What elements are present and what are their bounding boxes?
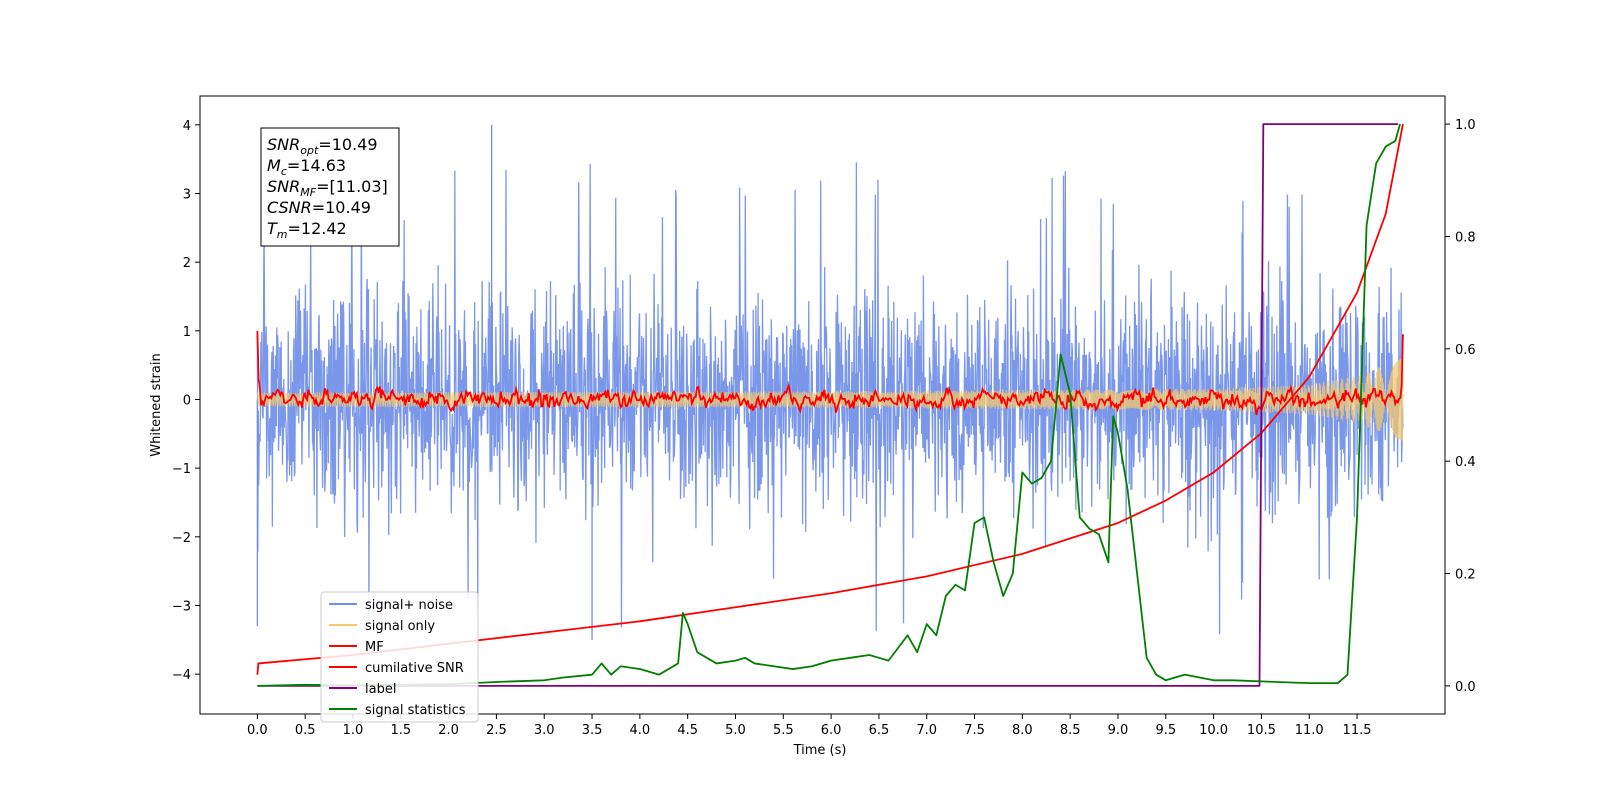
legend-label-signal-noise: signal+ noise (365, 598, 453, 613)
legend-label-label: label (365, 682, 396, 697)
x-tick-label: 8.0 (1012, 723, 1033, 738)
y2-tick-label: 0.0 (1455, 680, 1476, 695)
x-tick-label: 6.5 (869, 723, 890, 738)
x-tick-label: 5.0 (725, 723, 746, 738)
legend: signal+ noise signal only MF cumilative … (320, 591, 479, 723)
x-tick-label: 3.5 (582, 723, 603, 738)
legend-label-cumulative-snr: cumilative SNR (365, 661, 464, 676)
x-tick-label: 10.5 (1247, 723, 1276, 738)
legend-label-signal-statistics: signal statistics (365, 703, 466, 718)
series-signal-statistics (257, 123, 1401, 687)
stats-box: SNRopt=10.49 Mc=14.63 SNRMF=[11.03] CSNR… (260, 127, 400, 247)
x-tick-label: 0.5 (295, 723, 316, 738)
legend-frame (320, 591, 479, 723)
y-tick-label: 4 (183, 119, 191, 134)
y-tick-label: −4 (172, 668, 191, 683)
y2-tick-label: 0.6 (1455, 343, 1476, 358)
x-tick-label: 4.5 (677, 723, 698, 738)
x-tick-label: 1.0 (343, 723, 364, 738)
y-axis-left: −4 −3 −2 −1 0 1 2 3 4 (172, 119, 200, 683)
y-tick-label: 3 (183, 188, 191, 203)
x-tick-label: 9.0 (1108, 723, 1129, 738)
axes-frame (199, 95, 1446, 715)
x-tick-label: 7.5 (964, 723, 985, 738)
y-tick-label: −3 (172, 600, 191, 615)
x-tick-label: 11.5 (1343, 723, 1372, 738)
x-tick-label: 4.0 (630, 723, 651, 738)
y2-tick-label: 0.8 (1455, 230, 1476, 245)
stat-snr-opt: SNRopt=10.49 (267, 135, 378, 157)
y-tick-label: 0 (183, 394, 191, 409)
x-tick-label: 11.0 (1295, 723, 1324, 738)
x-tick-label: 10.0 (1199, 723, 1228, 738)
y-tick-label: 2 (183, 256, 191, 271)
x-tick-label: 7.0 (916, 723, 937, 738)
series-mf (256, 330, 1404, 416)
legend-label-signal-only: signal only (365, 619, 435, 634)
stat-tm: Tm=12.42 (267, 219, 347, 241)
x-tick-label: 5.5 (773, 723, 794, 738)
y-axis-right: 0.0 0.2 0.4 0.6 0.8 1.0 (1445, 118, 1476, 695)
x-tick-label: 3.0 (534, 723, 555, 738)
y-tick-label: 1 (183, 325, 191, 340)
legend-label-mf: MF (365, 640, 384, 655)
y2-tick-label: 0.2 (1455, 568, 1476, 583)
y2-tick-label: 0.4 (1455, 455, 1476, 470)
x-axis-title: Time (s) (793, 743, 847, 758)
x-tick-label: 1.5 (390, 723, 411, 738)
y2-tick-label: 1.0 (1455, 118, 1476, 133)
x-tick-label: 6.0 (821, 723, 842, 738)
x-tick-label: 0.0 (247, 723, 268, 738)
x-tick-label: 2.5 (486, 723, 507, 738)
stats-box-frame (260, 127, 400, 247)
y-axis-title: Whitened strain (149, 353, 164, 456)
series-label (257, 123, 1399, 687)
y-tick-label: −2 (172, 531, 191, 546)
x-tick-label: 2.0 (438, 723, 459, 738)
x-tick-label: 9.5 (1155, 723, 1176, 738)
stat-snr-mf: SNRMF=[11.03] (267, 177, 388, 199)
stat-mc: Mc=14.63 (267, 156, 346, 178)
y-tick-label: −1 (172, 462, 191, 477)
plot-area (256, 123, 1404, 687)
x-axis: 0.0 0.5 1.0 1.5 2.0 2.5 3.0 3.5 4.0 4.5 5.0 5.5 6.0 6… (247, 714, 1372, 738)
x-tick-label: 8.5 (1060, 723, 1081, 738)
stat-csnr: CSNR=10.49 (267, 198, 371, 217)
